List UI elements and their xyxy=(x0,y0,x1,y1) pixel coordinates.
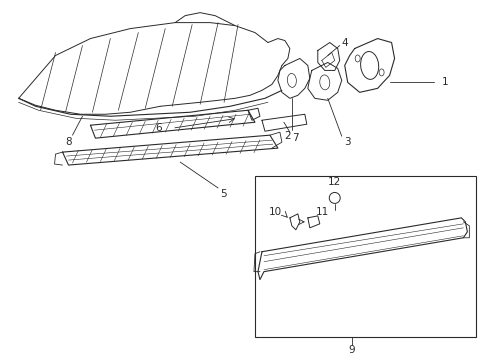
Text: 5: 5 xyxy=(220,189,227,199)
Text: 6: 6 xyxy=(155,123,162,133)
Text: 4: 4 xyxy=(342,37,348,48)
Text: 9: 9 xyxy=(348,345,355,355)
Text: 2: 2 xyxy=(285,131,291,141)
Text: 8: 8 xyxy=(65,137,72,147)
Text: 12: 12 xyxy=(328,177,342,187)
Text: 1: 1 xyxy=(441,77,448,87)
Text: 3: 3 xyxy=(343,137,350,147)
Text: 10: 10 xyxy=(269,207,282,217)
Text: 11: 11 xyxy=(316,207,329,217)
Text: 7: 7 xyxy=(292,133,298,143)
Bar xyxy=(255,176,476,337)
